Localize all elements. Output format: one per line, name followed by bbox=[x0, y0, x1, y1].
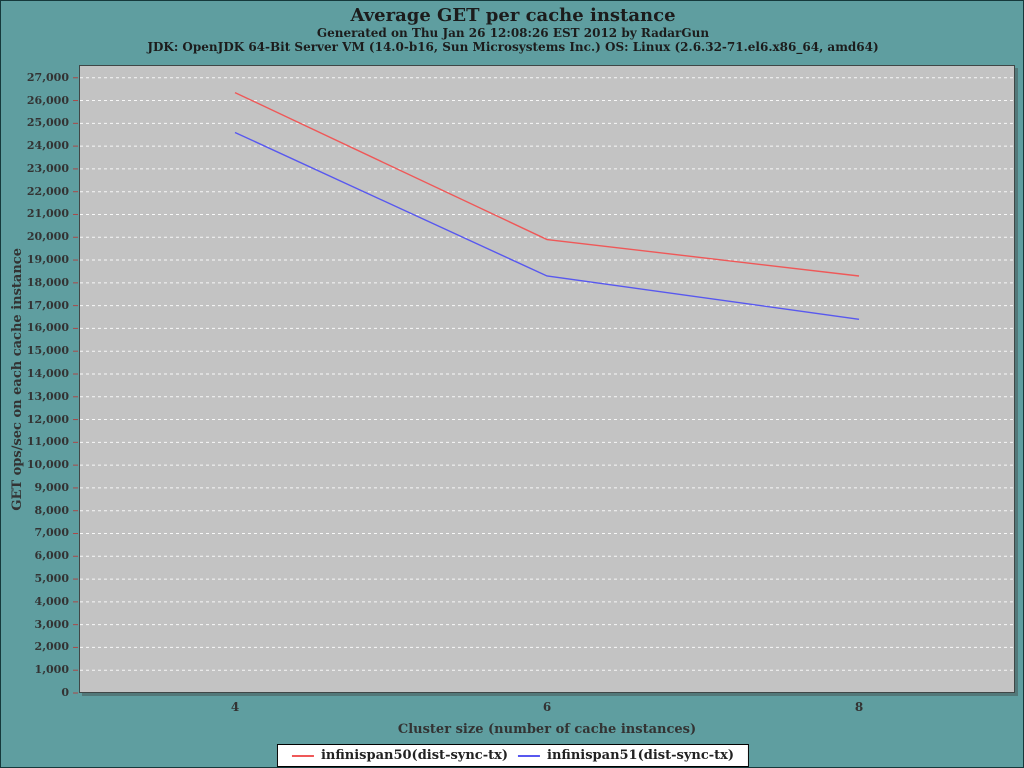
x-tick-label: 8 bbox=[854, 700, 864, 714]
legend-swatch-series0 bbox=[291, 754, 314, 757]
y-tick-label: 10,000 bbox=[26, 458, 69, 472]
legend-label-series0: infinispan50(dist-sync-tx) bbox=[320, 748, 508, 763]
y-axis-title-text: GET ops/sec on each cache instance bbox=[9, 247, 25, 511]
y-tick-label: 3,000 bbox=[34, 617, 69, 631]
chart-title: Average GET per cache instance bbox=[350, 5, 676, 26]
y-tick-label: 1,000 bbox=[34, 663, 69, 677]
y-tick-label: 12,000 bbox=[26, 412, 69, 426]
y-tick-label: 15,000 bbox=[26, 344, 69, 358]
y-tick-label: 8,000 bbox=[34, 503, 69, 517]
chart-subtitle-environment: JDK: OpenJDK 64-Bit Server VM (14.0-b16,… bbox=[147, 40, 879, 54]
y-tick-label: 21,000 bbox=[26, 207, 69, 221]
y-tick-label: 4,000 bbox=[34, 594, 69, 608]
x-tick-label: 6 bbox=[542, 700, 552, 714]
y-tick-label: 9,000 bbox=[34, 480, 69, 494]
chart-subtitle-generated: Generated on Thu Jan 26 12:08:26 EST 201… bbox=[316, 26, 710, 40]
y-tick-label: 7,000 bbox=[34, 526, 69, 540]
y-tick-label: 18,000 bbox=[26, 275, 69, 289]
y-tick-label: 14,000 bbox=[26, 366, 69, 380]
legend-entry: infinispan51(dist-sync-tx) bbox=[518, 748, 734, 763]
y-tick-label: 5,000 bbox=[34, 572, 69, 586]
legend-swatch-series1 bbox=[518, 754, 540, 757]
y-tick-label: 25,000 bbox=[26, 116, 69, 130]
plot-area bbox=[79, 65, 1015, 693]
y-axis-title: GET ops/sec on each cache instance bbox=[5, 65, 29, 693]
y-tick-label: 27,000 bbox=[26, 70, 69, 84]
y-tick-label: 23,000 bbox=[26, 161, 69, 175]
y-tick-label: 20,000 bbox=[26, 230, 69, 244]
y-tick-label: 13,000 bbox=[26, 389, 69, 403]
legend-entry: infinispan50(dist-sync-tx) bbox=[291, 748, 508, 763]
y-tick-label: 22,000 bbox=[26, 184, 69, 198]
y-tick-label: 11,000 bbox=[26, 435, 69, 449]
y-tick-label: 26,000 bbox=[26, 93, 69, 107]
y-tick-label: 0 bbox=[61, 686, 69, 699]
title-block: Average GET per cache instance Generated… bbox=[1, 5, 1023, 54]
y-tick-label: 24,000 bbox=[26, 139, 69, 153]
legend-label-series1: infinispan51(dist-sync-tx) bbox=[547, 748, 735, 763]
x-axis-title: Cluster size (number of cache instances) bbox=[397, 722, 697, 737]
y-tick-label: 17,000 bbox=[26, 298, 69, 312]
legend: infinispan50(dist-sync-tx) infinispan51(… bbox=[276, 744, 750, 767]
y-tick-label: 16,000 bbox=[26, 321, 69, 335]
y-tick-label: 2,000 bbox=[34, 640, 69, 654]
y-tick-label: 6,000 bbox=[34, 549, 69, 563]
x-tick-label: 4 bbox=[230, 700, 240, 714]
y-tick-label: 19,000 bbox=[26, 253, 69, 267]
